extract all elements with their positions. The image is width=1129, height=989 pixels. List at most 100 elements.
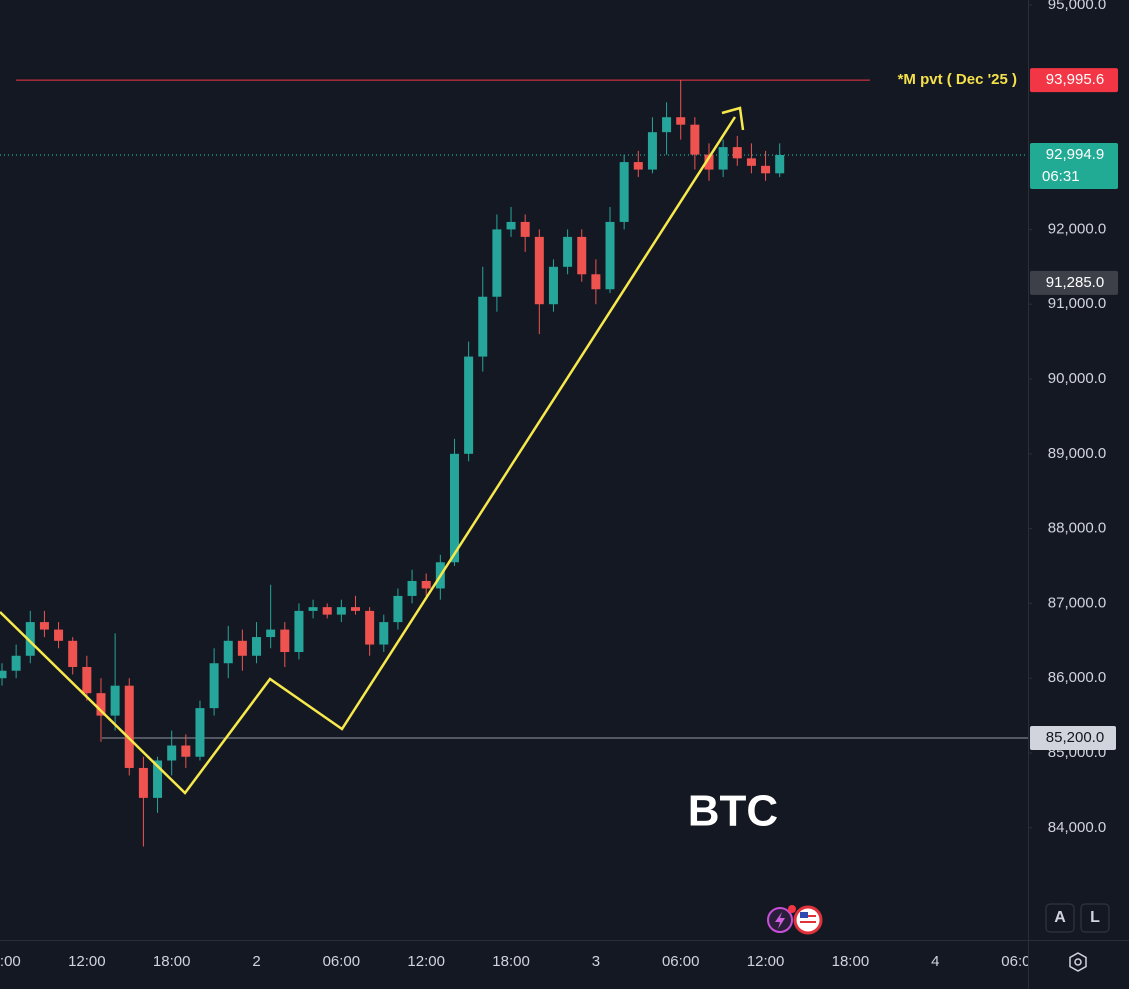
event-icons — [767, 905, 823, 935]
candle-body — [11, 655, 21, 671]
candle-body — [308, 607, 318, 611]
price-badge — [1030, 142, 1118, 189]
x-tick-label: 06:00 — [662, 953, 700, 970]
candle-body — [563, 236, 573, 267]
candle-body — [54, 629, 64, 641]
candle-body — [124, 685, 134, 768]
x-tick-label: 06:00 — [0, 953, 21, 970]
candle-body — [322, 607, 332, 615]
x-tick-group: 18:00 — [832, 953, 870, 970]
candle-body — [68, 640, 78, 667]
candle-body — [449, 453, 459, 563]
countdown-label: 06:31 — [1042, 168, 1080, 185]
x-tick-label: 18:00 — [153, 953, 191, 970]
x-tick-label: 2 — [252, 953, 260, 970]
x-tick-group: 4 — [931, 953, 939, 970]
candle-body — [39, 622, 49, 630]
candle-body — [393, 595, 403, 623]
x-tick-group: 3 — [592, 953, 600, 970]
candle-body — [662, 117, 672, 133]
candle-body — [732, 147, 742, 159]
candle-body — [647, 132, 657, 170]
price-badge-label: 92,994.9 — [1046, 146, 1104, 163]
candle-body — [96, 693, 106, 716]
level-annotation: *M pvt ( Dec '25 ) — [898, 71, 1017, 88]
arrow-head — [721, 106, 745, 131]
candle-body — [181, 745, 191, 757]
x-tick-label: 18:00 — [832, 953, 870, 970]
settings-icon[interactable] — [1069, 952, 1087, 972]
candle-body — [25, 622, 35, 656]
candle-body — [0, 670, 7, 679]
icon-flag — [800, 912, 808, 918]
candle-body — [548, 266, 558, 305]
candle-body — [223, 640, 233, 664]
x-tick-group: 18:00 — [492, 953, 530, 970]
settings[interactable] — [1069, 952, 1087, 972]
x-tick-label: 12:00 — [68, 953, 106, 970]
candle-body — [633, 162, 643, 170]
candle-body — [407, 580, 417, 596]
price-badge-label: 91,285.0 — [1046, 274, 1104, 291]
candle-body — [534, 236, 544, 305]
candle-body — [746, 158, 756, 166]
candle-body — [365, 610, 375, 645]
scale-button[interactable] — [1080, 903, 1110, 933]
candle-body — [138, 767, 148, 798]
candle-body — [676, 117, 686, 125]
x-tick-group: 06:00 — [1001, 953, 1028, 970]
x-tick-label: 4 — [931, 953, 939, 970]
icon-flag — [800, 921, 816, 923]
x-tick-group: 12:00 — [747, 953, 785, 970]
candle-body — [492, 229, 502, 297]
x-tick-group: 12:00 — [68, 953, 106, 970]
candle-body — [704, 154, 714, 170]
x-tick-label: 18:00 — [492, 953, 530, 970]
candle-body — [209, 663, 219, 709]
candle-body — [506, 221, 516, 230]
x-tick-label: 12:00 — [747, 953, 785, 970]
icon-bolt — [775, 912, 785, 929]
x-tick-group: 06:00 — [323, 953, 361, 970]
price-badge — [1030, 68, 1118, 93]
icon — [793, 905, 823, 935]
y-tick-label: 89,000.0 — [1048, 445, 1106, 462]
candle-body — [761, 165, 771, 174]
trend-drawing — [0, 116, 737, 795]
candle-body — [605, 221, 615, 290]
candle-body — [775, 154, 785, 174]
candle-body — [520, 221, 530, 237]
candle-body — [167, 745, 177, 761]
y-tick-label: 92,000.0 — [1048, 220, 1106, 237]
x-tick-group: 06:00 — [662, 953, 700, 970]
scale-button-label[interactable]: L — [1090, 909, 1100, 926]
x-tick-group: 18:00 — [153, 953, 191, 970]
candle-body — [110, 685, 120, 716]
candle-body — [280, 629, 290, 653]
candle-body — [252, 637, 262, 656]
y-tick-label: 87,000.0 — [1048, 594, 1106, 611]
candle-body — [464, 356, 474, 454]
x-tick-label: 06:00 — [323, 953, 361, 970]
y-tick-label: 88,000.0 — [1048, 520, 1106, 537]
x-tick-label: 12:00 — [407, 953, 445, 970]
candle-body — [153, 760, 163, 798]
candle-body — [336, 607, 346, 615]
symbol-label: BTC — [688, 787, 778, 836]
candle-body — [591, 274, 601, 290]
candle-body — [82, 666, 92, 694]
scale-button[interactable] — [1045, 903, 1075, 933]
y-tick-label: 91,000.0 — [1048, 295, 1106, 312]
candle-body — [195, 708, 205, 757]
x-tick-group: 06:00 — [0, 953, 21, 970]
candle-body — [351, 607, 360, 611]
x-tick-group: 2 — [252, 953, 260, 970]
candle-body — [421, 580, 431, 589]
y-tick-label: 84,000.0 — [1048, 819, 1106, 836]
candle-body — [237, 640, 247, 656]
candle-body — [478, 296, 488, 357]
scale-button-label[interactable]: A — [1054, 909, 1066, 926]
price-badge-label: 85,200.0 — [1046, 729, 1104, 746]
